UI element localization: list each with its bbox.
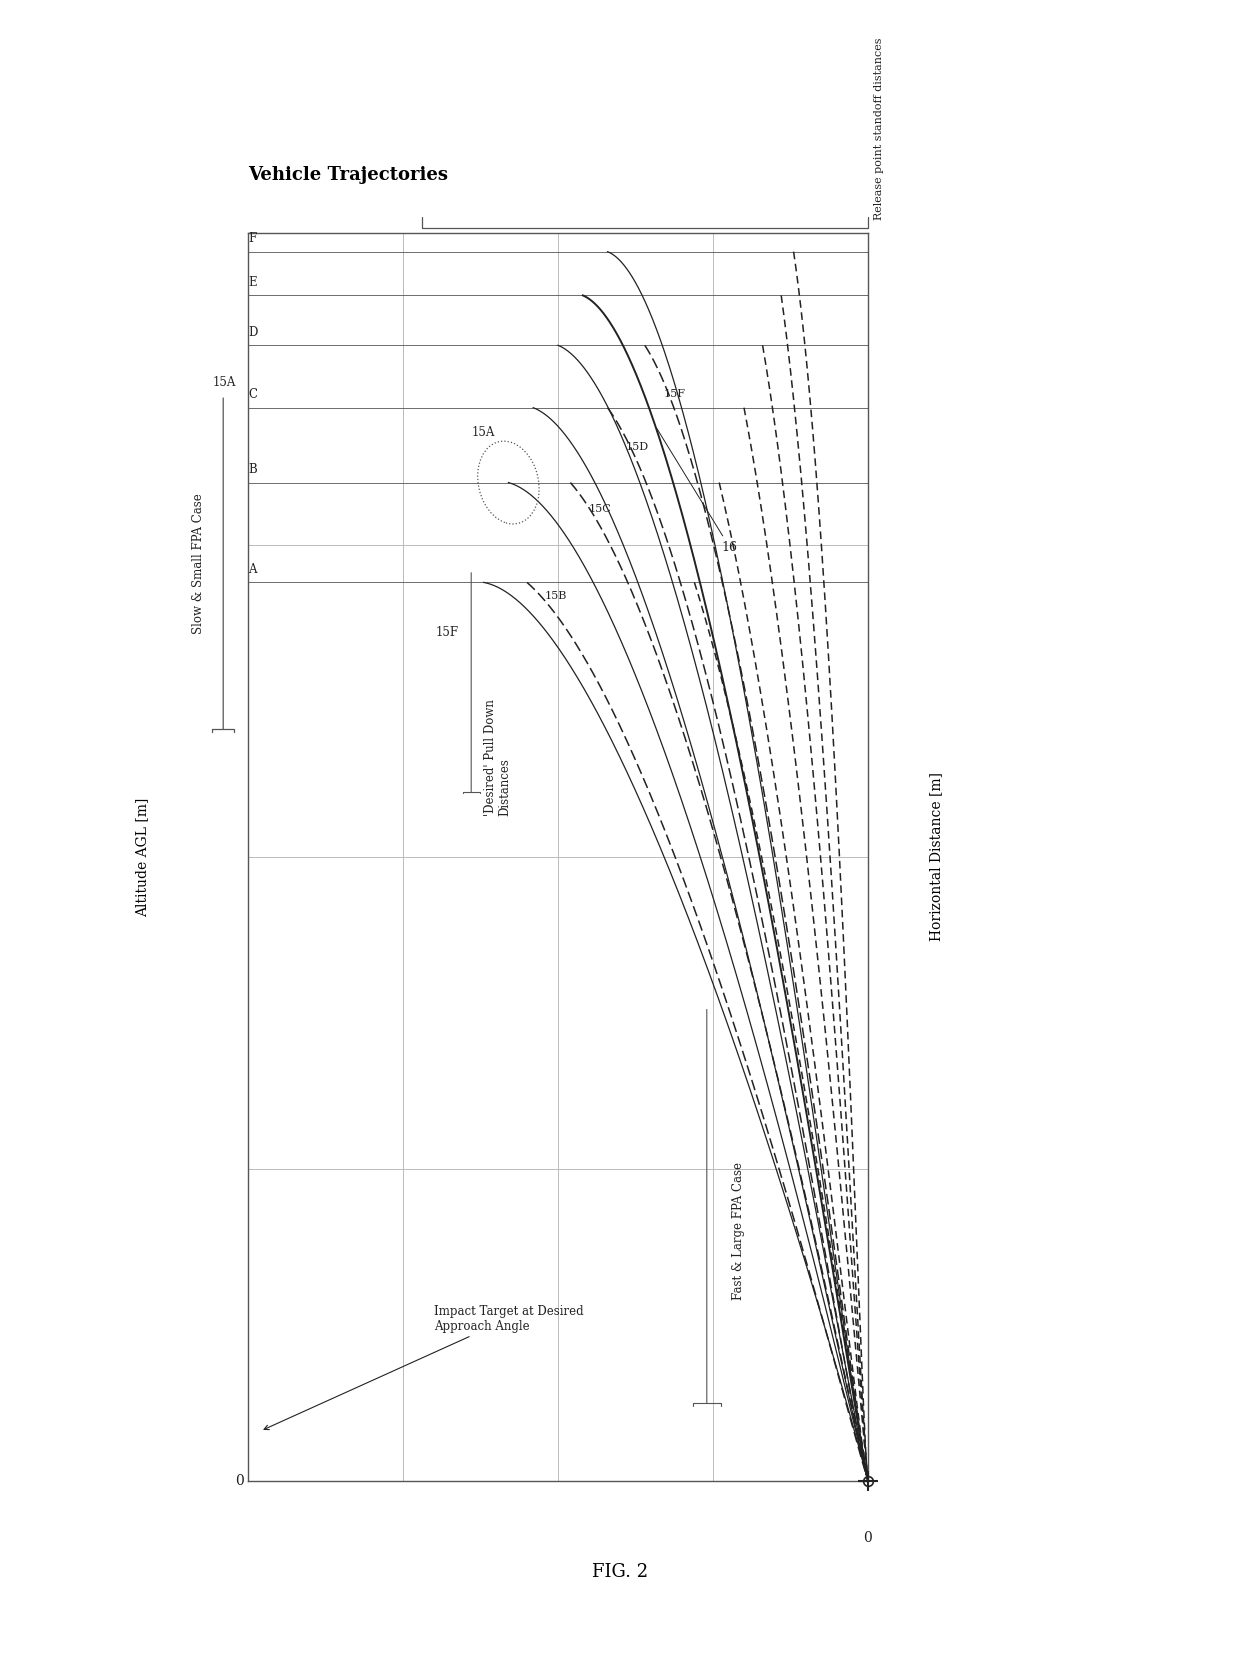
Text: Release point standoff distances: Release point standoff distances [874, 38, 884, 220]
Text: Slow & Small FPA Case: Slow & Small FPA Case [192, 493, 205, 634]
Text: 15B: 15B [544, 591, 567, 601]
Text: 15D: 15D [625, 441, 649, 451]
Text: Fast & Large FPA Case: Fast & Large FPA Case [732, 1163, 744, 1300]
Text: 15C: 15C [589, 504, 611, 514]
Text: 0: 0 [863, 1531, 873, 1544]
Text: Horizontal Distance [m]: Horizontal Distance [m] [929, 772, 944, 942]
Text: 'Desired' Pull Down
Distances: 'Desired' Pull Down Distances [484, 699, 512, 815]
Text: F: F [248, 233, 257, 245]
Text: D: D [248, 326, 258, 339]
Text: Vehicle Trajectories: Vehicle Trajectories [248, 166, 448, 185]
Text: Altitude AGL [m]: Altitude AGL [m] [135, 797, 150, 917]
Text: A: A [248, 562, 257, 576]
Text: 15F: 15F [663, 389, 686, 399]
Text: C: C [248, 388, 257, 401]
Text: 15A: 15A [212, 376, 236, 389]
Text: Impact Target at Desired
Approach Angle: Impact Target at Desired Approach Angle [264, 1305, 584, 1429]
Text: E: E [248, 276, 257, 290]
Text: 15F: 15F [435, 626, 459, 639]
Text: B: B [248, 463, 257, 476]
Text: 0: 0 [236, 1474, 244, 1488]
Text: FIG. 2: FIG. 2 [591, 1564, 649, 1581]
Text: 15A: 15A [471, 426, 495, 439]
Text: 16: 16 [657, 429, 738, 554]
